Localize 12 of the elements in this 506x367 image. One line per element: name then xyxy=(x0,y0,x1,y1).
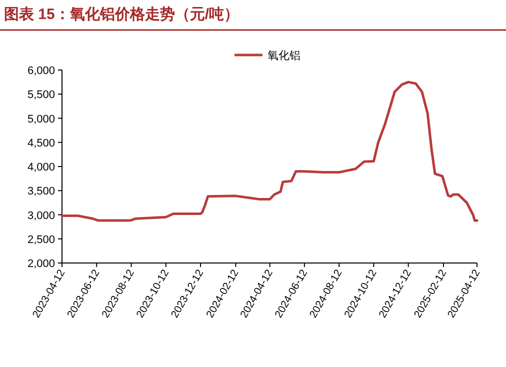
y-tick-label: 4,500 xyxy=(27,137,55,150)
legend-label: 氧化铝 xyxy=(268,50,300,62)
y-tick-label: 2,000 xyxy=(27,258,55,270)
legend: 氧化铝 xyxy=(234,50,300,62)
y-tick-label: 3,000 xyxy=(27,210,55,222)
y-tick-label: 6,000 xyxy=(27,65,55,77)
chart-title: 图表 15：氧化铝价格走势（元/吨） xyxy=(4,6,240,23)
y-tick-label: 4,000 xyxy=(27,162,55,174)
y-tick-label: 3,500 xyxy=(27,186,55,198)
y-tick-label: 2,500 xyxy=(27,234,55,246)
y-tick-label: 5,000 xyxy=(27,113,55,126)
y-tick-label: 5,500 xyxy=(27,89,55,102)
